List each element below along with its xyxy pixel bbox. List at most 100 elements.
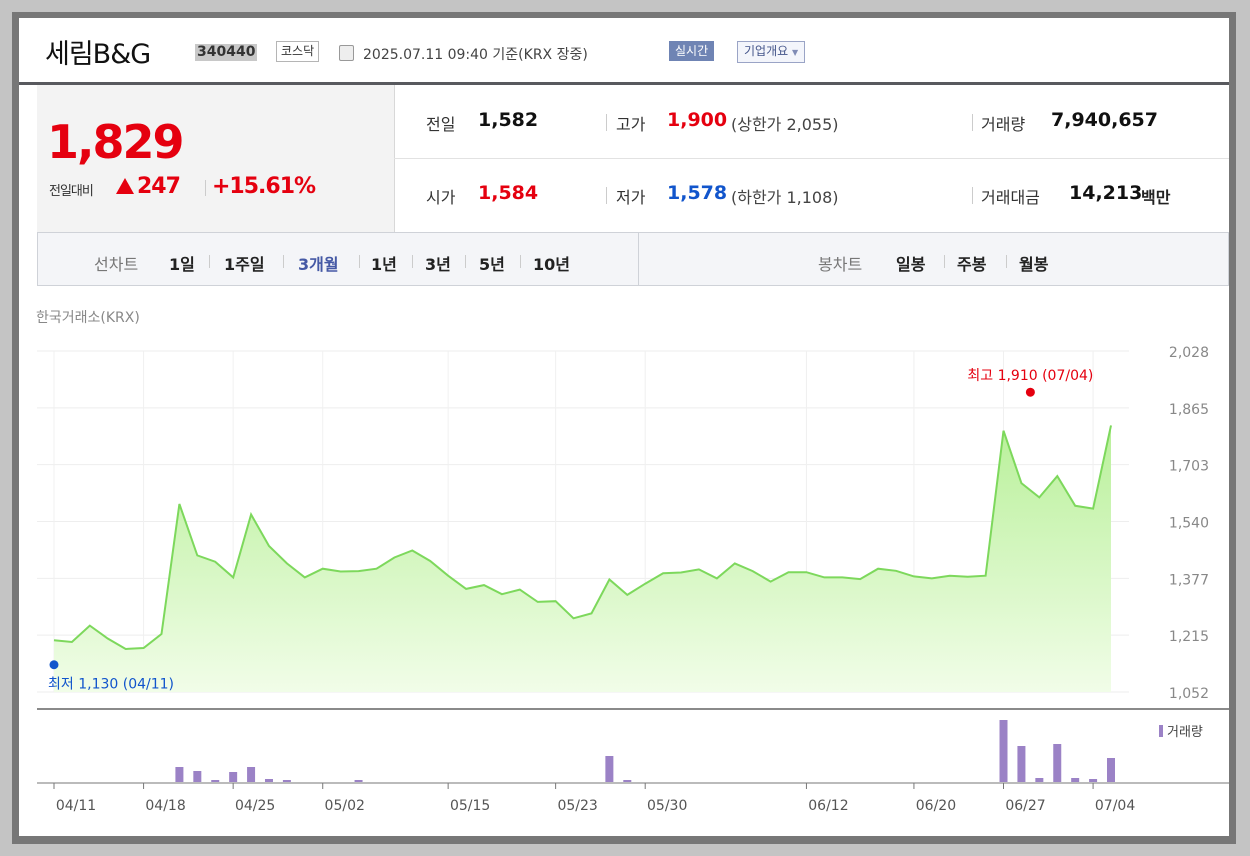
low-marker xyxy=(49,660,59,670)
calendar-icon xyxy=(339,45,354,61)
quote-datetime: 2025.07.11 09:40 기준(KRX 장중) xyxy=(363,44,588,64)
price-chart[interactable]: 최고 1,910 (07/04) 최저 1,130 (04/11) 거래량 2,0… xyxy=(19,18,1229,836)
tab-10y[interactable]: 10년 xyxy=(533,255,570,274)
x-tick-label: 05/23 xyxy=(557,798,597,814)
price-change: 247 xyxy=(137,174,181,199)
prev-close-value: 1,582 xyxy=(478,109,539,131)
divider xyxy=(283,255,284,268)
up-triangle-icon xyxy=(116,178,134,194)
divider xyxy=(972,114,973,131)
volume-bar xyxy=(1071,778,1080,782)
price-area xyxy=(54,425,1111,692)
row-divider xyxy=(394,158,1229,159)
high-value: 1,900 xyxy=(667,109,728,131)
low-label: 저가 xyxy=(616,188,646,207)
divider xyxy=(209,255,210,268)
price-line xyxy=(53,425,1112,651)
candle-chart-label: 봉차트 xyxy=(818,255,863,274)
volume-bar xyxy=(999,720,1008,782)
y-tick-label: 1,703 xyxy=(1169,459,1209,475)
tab-1y[interactable]: 1년 xyxy=(371,255,397,274)
tab-3y[interactable]: 3년 xyxy=(425,255,451,274)
volume-bar xyxy=(1107,758,1115,782)
y-tick-label: 2,028 xyxy=(1169,345,1209,361)
x-tick-label: 06/20 xyxy=(916,798,956,814)
divider xyxy=(359,255,360,268)
volume-bar xyxy=(1035,778,1044,782)
line-chart-label: 선차트 xyxy=(94,255,139,274)
divider xyxy=(606,187,607,204)
divider xyxy=(205,180,206,196)
price-change-percent: +15.61% xyxy=(212,174,316,199)
y-tick-label: 1,377 xyxy=(1169,572,1209,588)
volume-bar xyxy=(1053,744,1062,782)
datetime-basis: 기준(KRX 장중) xyxy=(492,47,588,63)
x-tick-label: 05/30 xyxy=(647,798,687,814)
volume-bar xyxy=(354,780,363,782)
tab-3m[interactable]: 3개월 xyxy=(298,255,339,274)
open-label: 시가 xyxy=(426,188,456,207)
amount-unit: 백만 xyxy=(1141,188,1171,207)
chevron-down-icon: ▼ xyxy=(792,48,799,57)
stock-code: 340440 xyxy=(195,44,258,61)
tab-1w[interactable]: 1주일 xyxy=(224,255,265,274)
volume-bar xyxy=(623,780,632,782)
x-tick-label: 04/25 xyxy=(235,798,275,814)
y-tick-label: 1,540 xyxy=(1169,516,1209,532)
compare-label: 전일대비 xyxy=(49,184,94,199)
divider xyxy=(972,187,973,204)
volume-bar xyxy=(264,779,273,782)
high-label: 고가 xyxy=(616,115,646,134)
high-label: 최고 1,910 (07/04) xyxy=(967,368,1093,384)
volume-value: 7,940,657 xyxy=(1051,109,1158,131)
divider xyxy=(465,255,466,268)
volume-bar xyxy=(605,756,614,782)
x-tick-label: 04/18 xyxy=(145,798,185,814)
chart-tab-bar xyxy=(37,232,1229,286)
y-tick-label: 1,052 xyxy=(1169,686,1209,702)
company-overview-dropdown[interactable]: 기업개요 ▼ xyxy=(737,41,806,63)
prev-close-label: 전일 xyxy=(426,115,456,134)
volume-bar xyxy=(247,767,256,782)
header-divider xyxy=(19,82,1229,85)
realtime-button[interactable]: 실시간 xyxy=(669,41,715,61)
x-tick-label: 05/02 xyxy=(325,798,365,814)
volume-bar xyxy=(229,772,238,782)
volume-bar xyxy=(1017,746,1026,782)
volume-legend: 거래량 xyxy=(1167,725,1203,740)
tab-monthly-candle[interactable]: 월봉 xyxy=(1019,255,1049,274)
divider xyxy=(520,255,521,268)
divider xyxy=(944,255,945,268)
upper-limit: (상한가 2,055) xyxy=(731,115,839,134)
x-tick-label: 07/04 xyxy=(1095,798,1135,814)
low-value: 1,578 xyxy=(667,182,728,204)
datetime-value: 2025.07.11 09:40 xyxy=(363,47,488,63)
tab-bar-divider xyxy=(638,232,639,286)
market-badge: 코스닥 xyxy=(276,41,320,62)
tab-5y[interactable]: 5년 xyxy=(479,255,505,274)
volume-bar xyxy=(175,767,184,782)
divider xyxy=(1006,255,1007,268)
current-price: 1,829 xyxy=(47,115,185,169)
divider xyxy=(412,255,413,268)
tab-1d[interactable]: 1일 xyxy=(169,255,195,274)
amount-label: 거래대금 xyxy=(981,188,1040,207)
x-tick-label: 06/27 xyxy=(1005,798,1045,814)
volume-bar xyxy=(211,780,220,782)
volume-bar xyxy=(282,780,291,782)
open-value: 1,584 xyxy=(478,182,539,204)
stock-name: 세림B&G xyxy=(45,39,151,70)
volume-legend-swatch xyxy=(1159,725,1163,737)
lower-limit: (하한가 1,108) xyxy=(731,188,839,207)
exchange-label: 한국거래소(KRX) xyxy=(36,310,140,326)
high-marker xyxy=(1025,387,1035,397)
x-tick-label: 05/15 xyxy=(450,798,490,814)
tab-daily-candle[interactable]: 일봉 xyxy=(896,255,926,274)
tab-weekly-candle[interactable]: 주봉 xyxy=(957,255,987,274)
x-tick-label: 06/12 xyxy=(808,798,848,814)
company-overview-label: 기업개요 xyxy=(744,44,789,58)
volume-label: 거래량 xyxy=(981,115,1026,134)
y-tick-label: 1,865 xyxy=(1169,402,1209,418)
volume-bar xyxy=(193,771,202,782)
amount-value: 14,213 xyxy=(1069,182,1143,204)
